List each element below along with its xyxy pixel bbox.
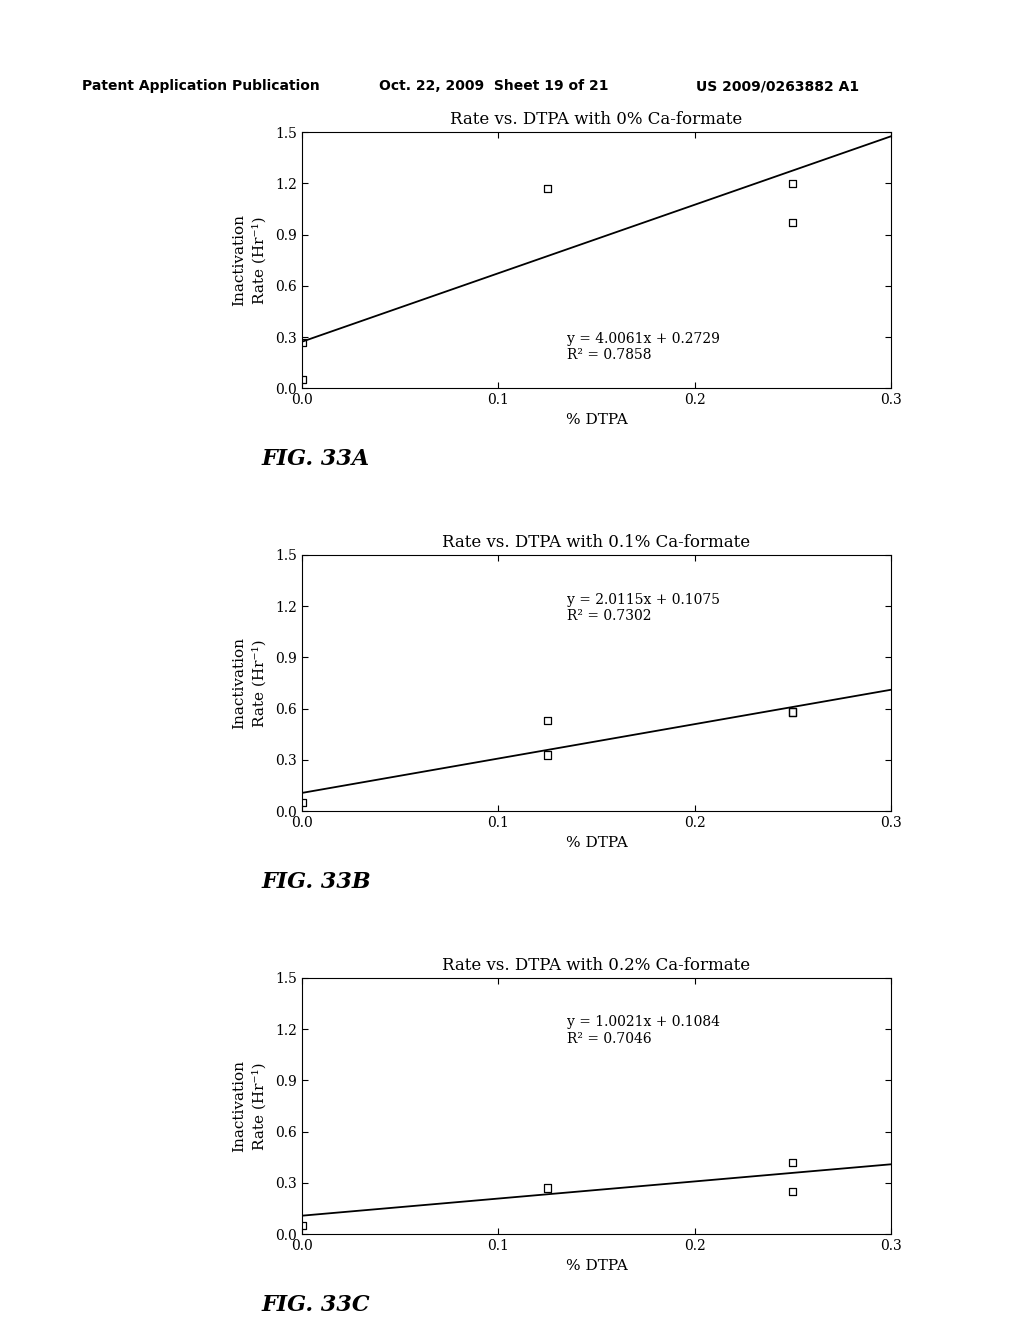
Text: y = 2.0115x + 0.1075
R² = 0.7302: y = 2.0115x + 0.1075 R² = 0.7302 xyxy=(567,593,720,623)
Point xyxy=(540,744,556,766)
Text: Oct. 22, 2009  Sheet 19 of 21: Oct. 22, 2009 Sheet 19 of 21 xyxy=(379,79,608,94)
Point xyxy=(784,702,801,723)
Title: Rate vs. DTPA with 0.1% Ca-formate: Rate vs. DTPA with 0.1% Ca-formate xyxy=(442,533,751,550)
Text: US 2009/0263882 A1: US 2009/0263882 A1 xyxy=(696,79,859,94)
Title: Rate vs. DTPA with 0.2% Ca-formate: Rate vs. DTPA with 0.2% Ca-formate xyxy=(442,957,751,974)
Point xyxy=(784,1152,801,1173)
Point xyxy=(294,370,310,391)
X-axis label: % DTPA: % DTPA xyxy=(565,413,628,426)
Point xyxy=(784,213,801,234)
Point xyxy=(294,792,310,813)
Point xyxy=(294,331,310,352)
Point xyxy=(784,1181,801,1203)
Text: y = 4.0061x + 0.2729
R² = 0.7858: y = 4.0061x + 0.2729 R² = 0.7858 xyxy=(567,331,720,362)
Point xyxy=(540,178,556,199)
Text: FIG. 33C: FIG. 33C xyxy=(261,1294,370,1316)
Point xyxy=(784,702,801,723)
Text: FIG. 33B: FIG. 33B xyxy=(261,871,371,892)
Text: y = 1.0021x + 0.1084
R² = 0.7046: y = 1.0021x + 0.1084 R² = 0.7046 xyxy=(567,1015,720,1045)
Point xyxy=(540,1177,556,1199)
X-axis label: % DTPA: % DTPA xyxy=(565,836,628,850)
Point xyxy=(294,1216,310,1237)
Title: Rate vs. DTPA with 0% Ca-formate: Rate vs. DTPA with 0% Ca-formate xyxy=(451,111,742,128)
Point xyxy=(540,710,556,731)
Text: FIG. 33A: FIG. 33A xyxy=(261,447,370,470)
Y-axis label: Inactivation
Rate (Hr⁻¹): Inactivation Rate (Hr⁻¹) xyxy=(231,1060,267,1152)
Text: Patent Application Publication: Patent Application Publication xyxy=(82,79,319,94)
Y-axis label: Inactivation
Rate (Hr⁻¹): Inactivation Rate (Hr⁻¹) xyxy=(231,214,267,306)
Point xyxy=(784,173,801,194)
Y-axis label: Inactivation
Rate (Hr⁻¹): Inactivation Rate (Hr⁻¹) xyxy=(231,638,267,729)
X-axis label: % DTPA: % DTPA xyxy=(565,1258,628,1272)
